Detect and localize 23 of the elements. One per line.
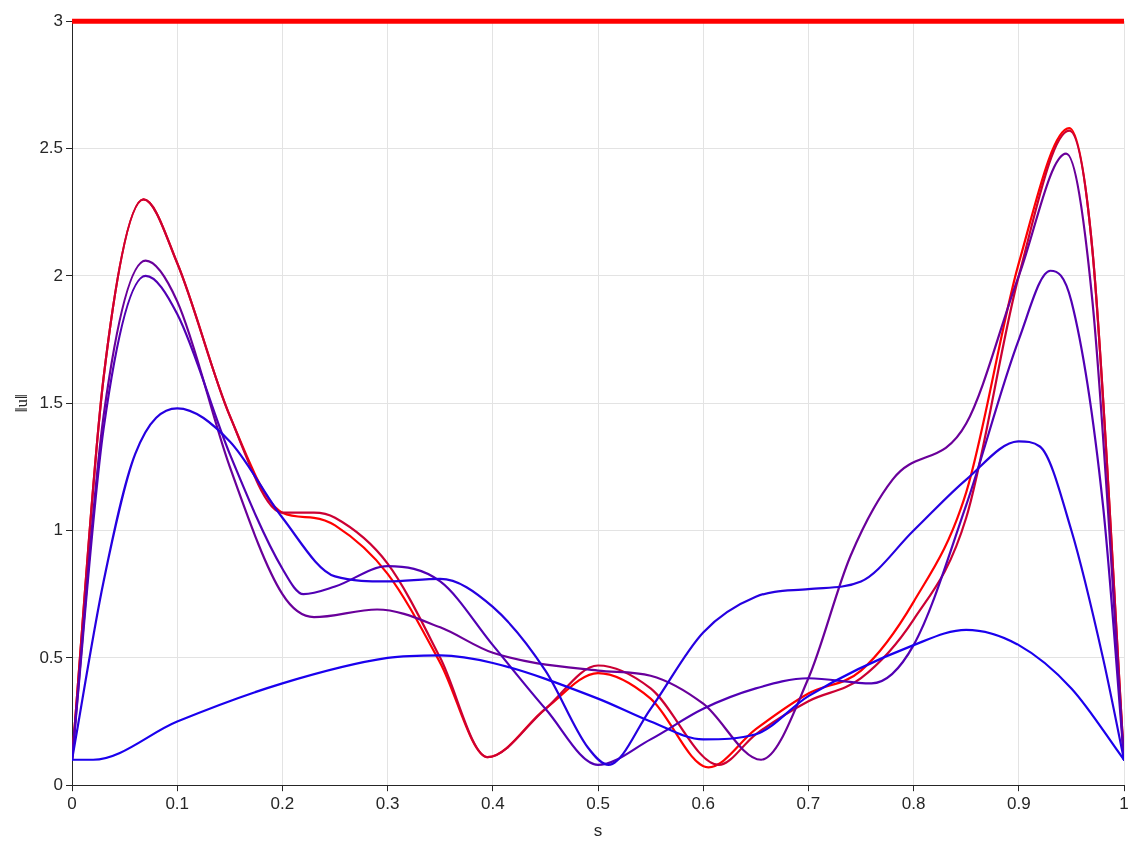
line-series (72, 628, 1124, 761)
y-tick-label: 1 (53, 520, 64, 540)
x-tick-label: 0.4 (481, 794, 505, 814)
x-axis-title: s (593, 821, 603, 841)
x-tick-label: 1 (1119, 794, 1129, 814)
y-tick-label: 1.5 (39, 392, 64, 412)
y-tick-label: 2.5 (39, 138, 64, 158)
x-tick-label: 0.3 (375, 794, 400, 814)
x-tick-label: 0 (67, 794, 77, 814)
x-tick-label: 0.5 (586, 794, 610, 814)
y-tick-label: 0 (53, 774, 64, 794)
x-tick-label: 0.2 (270, 794, 295, 814)
y-tick-label: 0.5 (39, 647, 64, 667)
y-tick-label: 3 (53, 10, 64, 30)
y-tick-label: 2 (53, 265, 64, 285)
y-axis-title: ‖u‖ (11, 394, 31, 413)
x-tick-label: 0.6 (691, 794, 716, 814)
x-tick-label: 0.9 (1006, 794, 1031, 814)
line-series (72, 407, 1124, 766)
x-tick-label: 0.7 (796, 794, 821, 814)
line-series (72, 269, 1124, 766)
x-tick-label: 0.8 (901, 794, 926, 814)
x-tick-label: 0.1 (165, 794, 190, 814)
